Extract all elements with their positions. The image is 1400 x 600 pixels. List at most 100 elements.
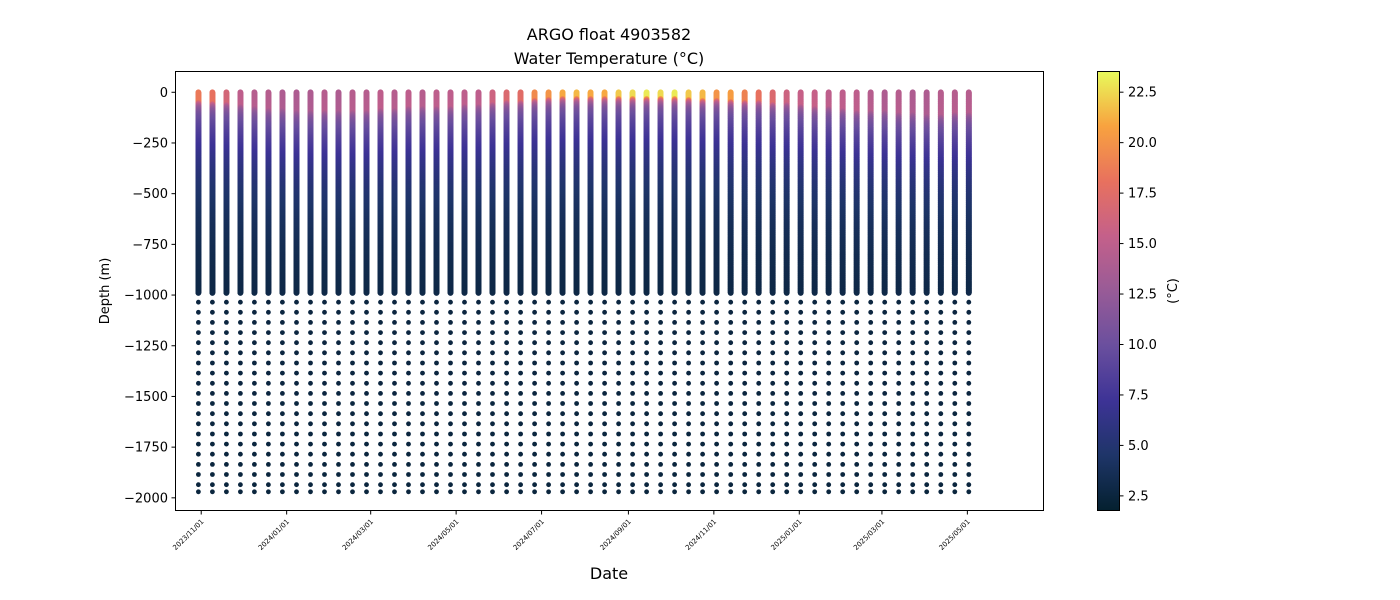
scatter-point: [224, 451, 229, 457]
scatter-point: [294, 489, 299, 495]
scatter-point: [210, 421, 215, 427]
scatter-point: [294, 411, 299, 417]
scatter-point: [252, 482, 257, 488]
scatter-point: [224, 411, 229, 417]
scatter-point: [252, 441, 257, 447]
scatter-point: [210, 401, 215, 406]
scatter-point: [266, 401, 271, 406]
scatter-point: [251, 290, 258, 296]
scatter-point: [308, 441, 313, 447]
scatter-point: [280, 451, 285, 457]
scatter-point: [308, 391, 313, 396]
scatter-point: [280, 330, 285, 335]
scatter-point: [294, 380, 299, 386]
scatter-point: [266, 330, 271, 335]
scatter-point: [266, 451, 271, 457]
scatter-point: [224, 330, 229, 335]
scatter-point: [280, 340, 285, 346]
scatter-point: [210, 299, 215, 305]
scatter-point: [280, 370, 285, 376]
scatter-point: [308, 431, 313, 437]
scatter-point: [252, 401, 257, 406]
scatter-point: [238, 340, 243, 346]
scatter-point: [237, 290, 244, 296]
scatter-point: [294, 340, 299, 346]
chart-title: ARGO float 4903582: [527, 25, 691, 44]
scatter-point: [280, 482, 285, 488]
scatter-point: [308, 451, 313, 457]
scatter-point: [238, 360, 243, 366]
scatter-point: [224, 421, 229, 427]
scatter-point: [280, 462, 285, 467]
scatter-point: [224, 401, 229, 406]
scatter-point: [210, 462, 215, 467]
scatter-point: [238, 462, 243, 467]
scatter-point: [294, 299, 299, 305]
scatter-point: [280, 472, 285, 477]
scatter-point: [266, 421, 271, 427]
scatter-point: [196, 370, 201, 376]
scatter-point: [210, 370, 215, 376]
scatter-point: [252, 451, 257, 457]
scatter-point: [308, 489, 313, 495]
scatter-point: [308, 340, 313, 346]
scatter-point: [280, 360, 285, 366]
scatter-point: [224, 340, 229, 346]
scatter-point: [210, 489, 215, 495]
scatter-point: [210, 411, 215, 417]
scatter-point: [308, 350, 313, 356]
scatter-point: [266, 380, 271, 386]
scatter-point: [266, 391, 271, 396]
scatter-point: [223, 290, 230, 296]
scatter-point: [266, 340, 271, 346]
scatter-point: [280, 441, 285, 447]
scatter-point: [210, 380, 215, 386]
scatter-point: [308, 380, 313, 386]
scatter-point: [252, 472, 257, 477]
scatter-point: [294, 330, 299, 335]
scatter-point: [224, 441, 229, 447]
scatter-point: [252, 411, 257, 417]
scatter-point: [252, 380, 257, 386]
scatter-point: [252, 391, 257, 396]
chart-subtitle: Water Temperature (°C): [514, 49, 704, 68]
scatter-point: [308, 472, 313, 477]
scatter-point: [266, 360, 271, 366]
scatter-point: [280, 489, 285, 495]
scatter-point: [294, 451, 299, 457]
scatter-point: [294, 462, 299, 467]
scatter-point: [196, 401, 201, 406]
scatter-point: [210, 441, 215, 447]
scatter-point: [252, 309, 257, 315]
scatter-point: [280, 411, 285, 417]
scatter-point: [238, 330, 243, 335]
scatter-point: [266, 482, 271, 488]
scatter-point: [252, 330, 257, 335]
scatter-point: [308, 462, 313, 467]
scatter-point: [266, 299, 271, 305]
scatter-point: [238, 370, 243, 376]
scatter-point: [252, 360, 257, 366]
scatter-point: [308, 299, 313, 305]
scatter-point: [238, 451, 243, 457]
scatter-point: [266, 462, 271, 467]
scatter-point: [238, 391, 243, 396]
scatter-point: [238, 380, 243, 386]
scatter-point: [196, 441, 201, 447]
scatter-point: [238, 489, 243, 495]
scatter-point: [294, 472, 299, 477]
scatter-point: [224, 489, 229, 495]
scatter-point: [210, 391, 215, 396]
scatter-point: [308, 401, 313, 406]
scatter-point: [196, 411, 201, 417]
scatter-point: [266, 411, 271, 417]
scatter-point: [224, 462, 229, 467]
scatter-point: [196, 299, 201, 305]
scatter-point: [196, 391, 201, 396]
scatter-point: [224, 350, 229, 356]
scatter-point: [224, 309, 229, 315]
scatter-point: [224, 482, 229, 488]
scatter-point: [280, 380, 285, 386]
scatter-point: [210, 482, 215, 488]
scatter-point: [266, 441, 271, 447]
